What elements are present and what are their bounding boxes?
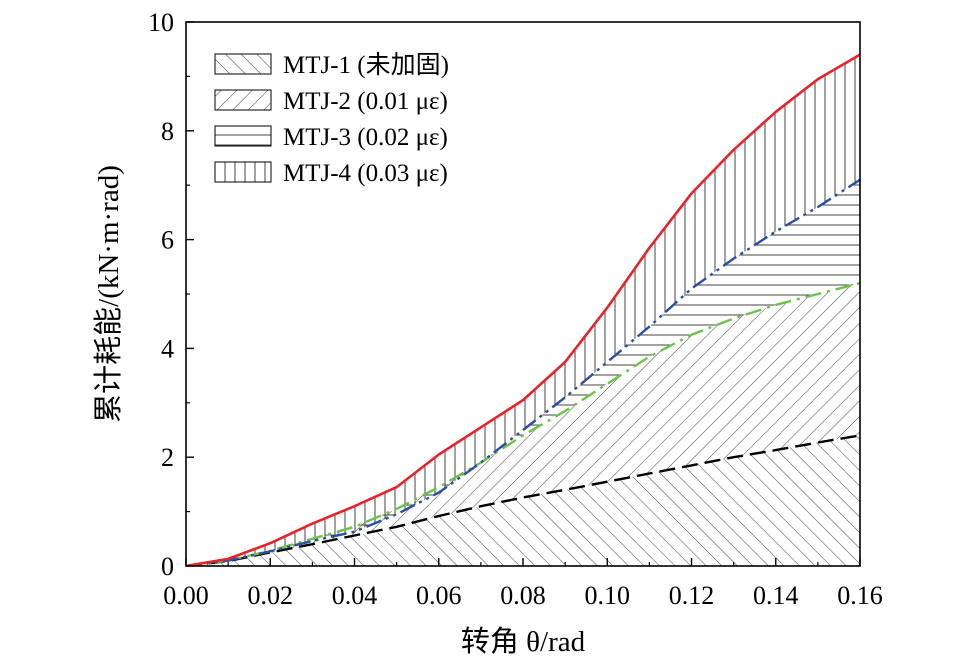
legend-label: MTJ-1 (未加固): [283, 51, 449, 79]
x-tick-label: 0.02: [248, 581, 294, 610]
x-tick-label: 0.14: [753, 581, 799, 610]
line-series-4: [186, 53, 860, 566]
x-tick-label: 0.06: [416, 581, 462, 610]
line-series-3: [186, 178, 860, 566]
series-lines: [186, 53, 860, 566]
x-tick-label: 0.04: [332, 581, 378, 610]
x-tick-label: 0.12: [669, 581, 715, 610]
legend-swatch: [214, 125, 272, 147]
y-tick-label: 2: [161, 443, 174, 472]
hatched-areas: [186, 54, 860, 566]
line-series-2: [186, 281, 860, 566]
x-axis: 0.00 0.02 0.04 0.06 0.08 0.10 0.12 0.14 0.16: [163, 558, 883, 610]
y-tick-label: 4: [161, 334, 174, 363]
legend-swatch: [214, 89, 272, 111]
x-tick-label: 0.16: [837, 581, 883, 610]
legend-swatch: [214, 53, 272, 75]
y-tick-label: 8: [161, 117, 174, 146]
area-series-2: [186, 283, 860, 566]
y-axis-title: 累计耗能/(kN·m·rad): [92, 165, 125, 423]
x-tick-label: 0.08: [500, 581, 546, 610]
y-tick-label: 6: [161, 226, 174, 255]
legend-swatch: [214, 161, 272, 183]
legend-label: MTJ-4 (0.03 με): [283, 160, 448, 187]
x-axis-title: 转角 θ/rad: [461, 625, 586, 658]
y-tick-label: 0: [161, 552, 174, 581]
x-tick-label: 0.00: [163, 581, 209, 610]
legend-label: MTJ-3 (0.02 με): [283, 124, 448, 151]
area-series-1: [186, 435, 860, 566]
legend-label: MTJ-2 (0.01 με): [283, 88, 448, 115]
y-axis: 0 2 4 6 8 10: [148, 8, 194, 581]
legend: MTJ-1 (未加固) MTJ-2 (0.01 με) MTJ-3 (0.02 με…: [214, 51, 449, 187]
y-tick-label: 10: [148, 8, 174, 37]
x-tick-label: 0.10: [585, 581, 631, 610]
area-series-4: [186, 54, 860, 566]
